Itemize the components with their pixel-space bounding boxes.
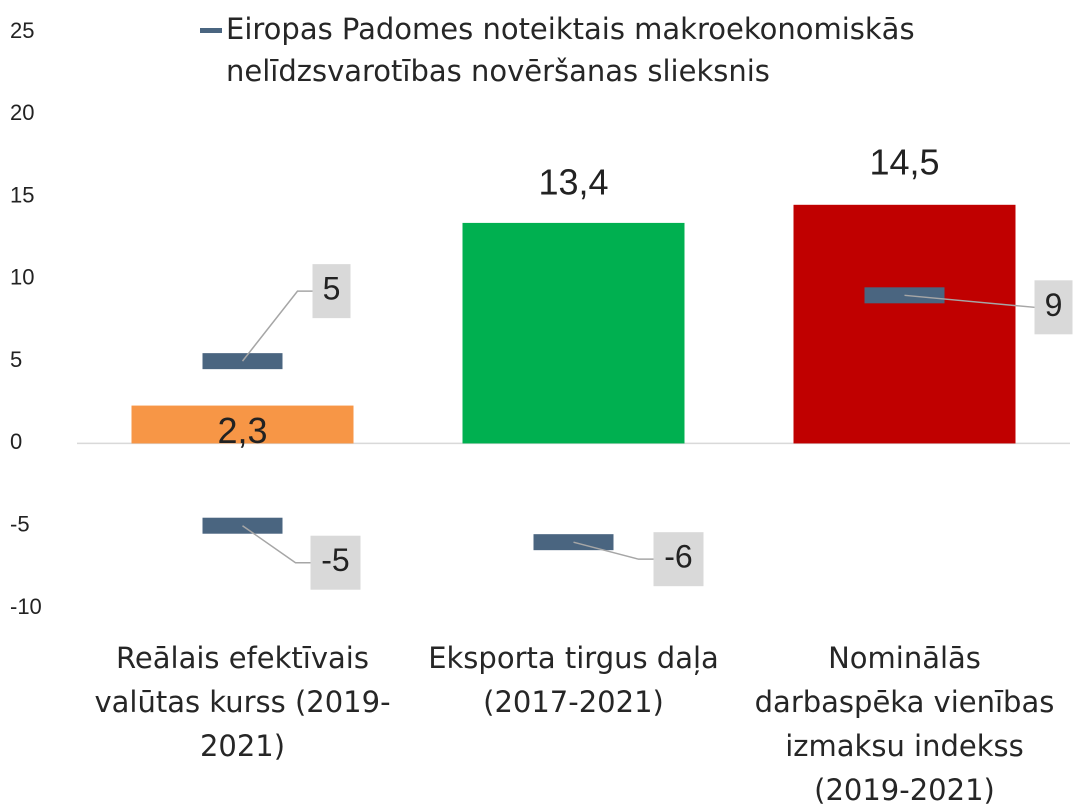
bar: [131, 405, 354, 444]
bar: [462, 222, 685, 444]
x-tick-label: Eksporta tirgus daļa (2017-2021): [428, 641, 719, 719]
y-tick-label: 20: [10, 100, 34, 125]
leader-line: [241, 290, 313, 362]
y-tick-label: 15: [10, 182, 34, 207]
y-tick-label: -10: [10, 594, 42, 619]
threshold-label-bg: [653, 532, 704, 587]
threshold-label: 5: [323, 271, 341, 307]
y-tick-label: 5: [10, 347, 22, 372]
threshold-label-bg: [1034, 280, 1073, 335]
bar-value-label: 14,5: [869, 141, 939, 182]
x-tick-label-box: Eksporta tirgus daļa (2017-2021): [428, 641, 719, 719]
threshold-label: -5: [321, 542, 349, 578]
leader-line: [573, 541, 654, 560]
y-tick-label: -5: [10, 512, 30, 537]
legend-marker: [200, 28, 222, 33]
x-tick-label-box: Nominālās darbaspēka vienības izmaksu in…: [754, 641, 1055, 806]
leader-line: [242, 525, 311, 564]
y-tick-label: 25: [10, 18, 34, 43]
threshold-label-bg: [310, 535, 361, 590]
threshold-label: -6: [664, 539, 692, 575]
y-tick-label: 10: [10, 265, 34, 290]
legend-label: Eiropas Padomes noteiktais makroekonomis…: [226, 12, 915, 88]
x-tick-label-box: Reālais efektīvais valūtas kurss (2019-2…: [94, 641, 391, 763]
bar-value-label: 13,4: [538, 161, 608, 202]
bar-value-label: 2,3: [217, 410, 267, 451]
threshold-label: 9: [1045, 287, 1063, 323]
legend-label-box: Eiropas Padomes noteiktais makroekonomis…: [226, 12, 915, 88]
bar: [793, 204, 1016, 444]
x-tick-label: Reālais efektīvais valūtas kurss (2019-2…: [94, 641, 391, 763]
threshold-label-bg: [312, 264, 351, 319]
y-tick-label: 0: [10, 429, 22, 454]
x-tick-label: Nominālās darbaspēka vienības izmaksu in…: [754, 641, 1055, 806]
leader-line: [904, 294, 1035, 309]
